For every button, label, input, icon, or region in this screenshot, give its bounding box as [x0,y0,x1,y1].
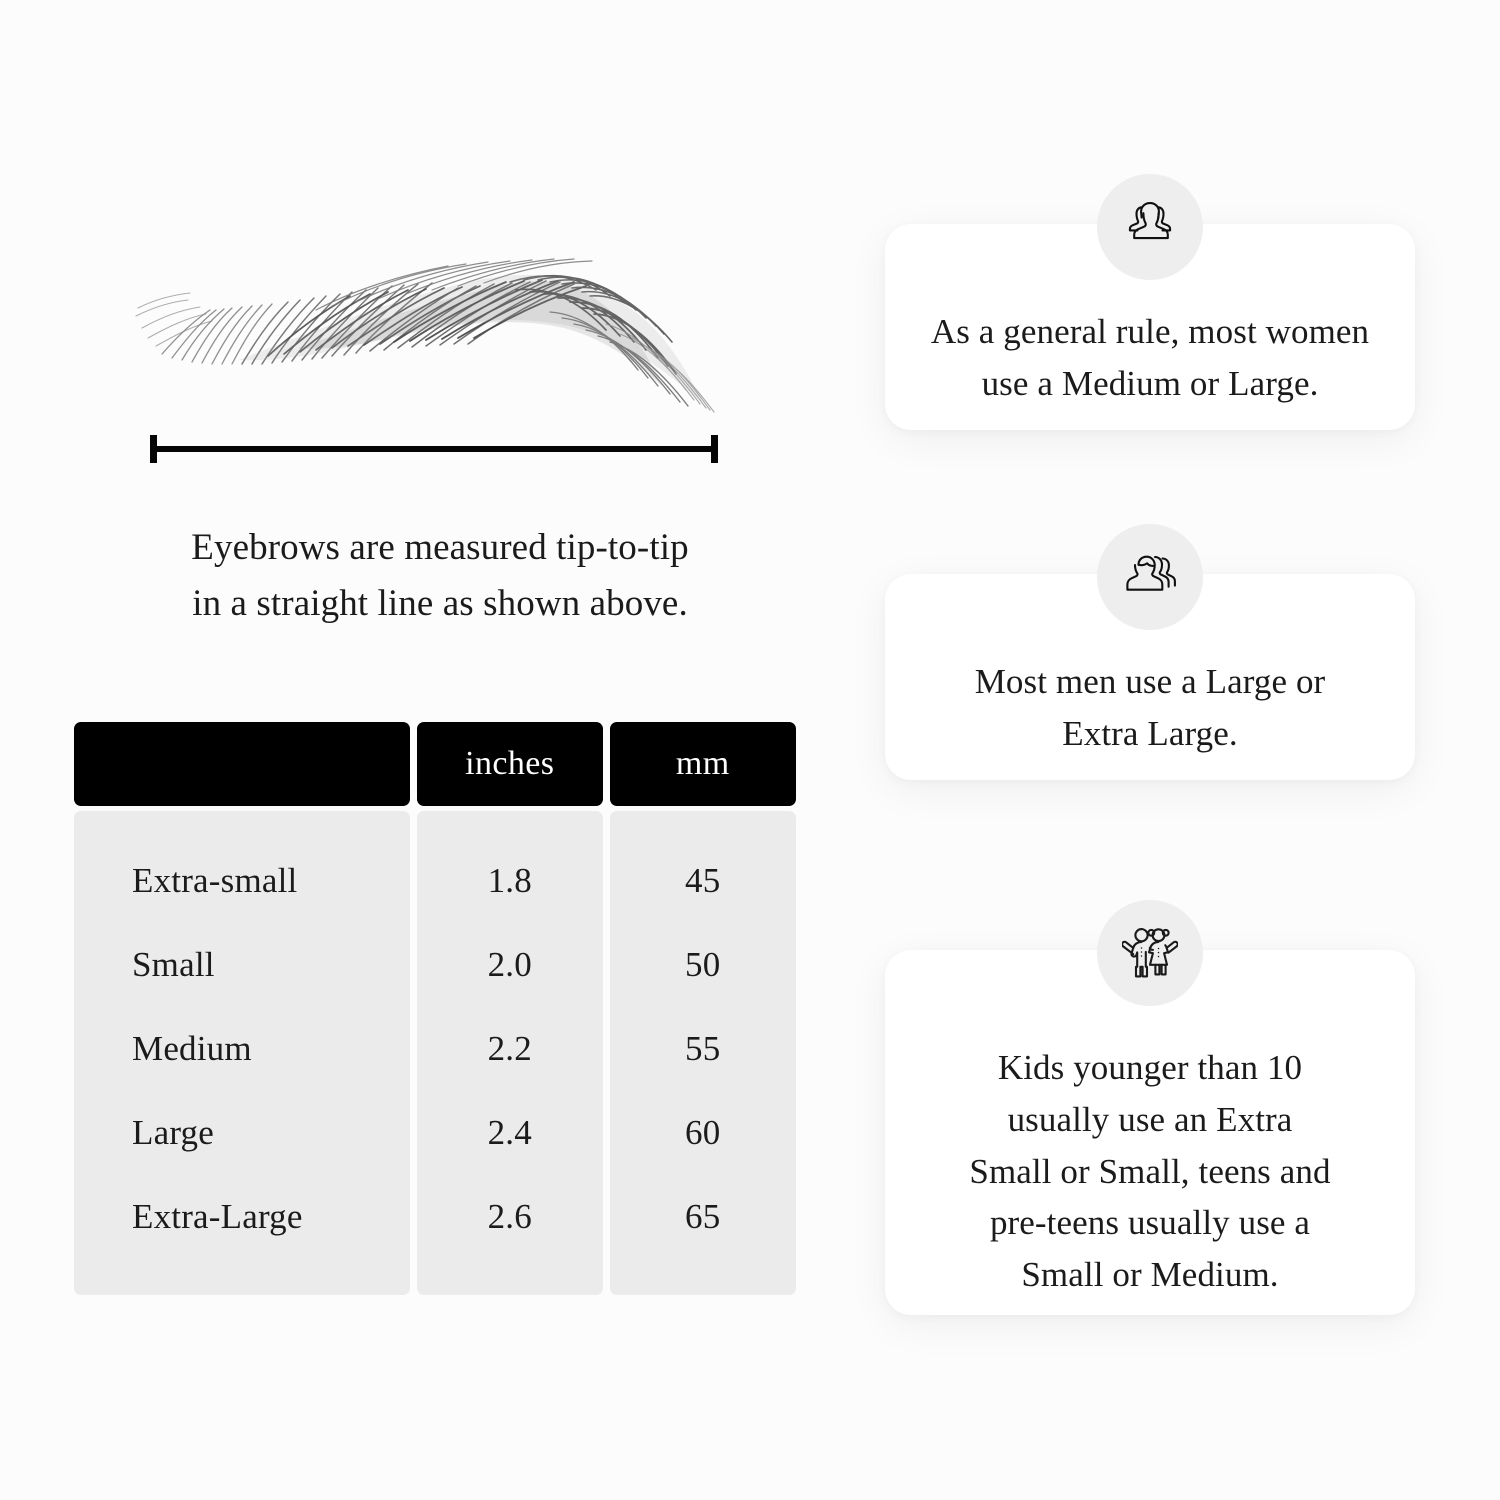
guidance-panel: As a general rule, most women use a Medi… [820,0,1500,1500]
table-row: Small [132,945,215,984]
table-body-inches: 1.8 2.0 2.2 2.4 2.6 [417,811,603,1295]
card-3-line-2: usually use an Extra [1007,1099,1293,1139]
guidance-card-kids: Kids younger than 10 usually use an Extr… [885,950,1415,1315]
card-3-line-4: pre-teens usually use a [989,1203,1311,1243]
table-cell-mm: 45 [685,861,721,900]
guidance-card-men-text: Most men use a Large or Extra Large. [923,594,1377,760]
table-header-inches: inches [417,722,603,806]
table-row: Large [132,1113,214,1152]
card-3-line-1: Kids younger than 10 [997,1048,1303,1087]
guidance-card-women-text: As a general rule, most women use a Medi… [923,244,1377,410]
table-header-mm: mm [609,722,796,806]
table-row: Extra-small [132,861,298,900]
size-table: Extra-small Small Medium Large Extra-Lar… [74,722,796,1295]
measurement-bar [150,432,718,466]
group-of-men-icon [1097,524,1203,630]
table-cell-mm: 55 [685,1029,721,1068]
table-row: Extra-Large [132,1197,303,1236]
two-kids-icon [1097,900,1203,1006]
group-of-women-icon [1097,174,1203,280]
table-column-size: Extra-small Small Medium Large Extra-Lar… [74,722,411,1295]
measurement-caption: Eyebrows are measured tip-to-tip in a st… [120,520,760,632]
guidance-card-kids-text: Kids younger than 10 usually use an Extr… [923,964,1377,1301]
card-1-line-1: As a general rule, most women [930,312,1370,352]
eyebrow-illustration [118,238,748,423]
caption-line-2: in a straight line as shown above. [192,583,688,625]
caption-line-1: Eyebrows are measured tip-to-tip [191,527,689,568]
card-1-line-2: use a Medium or Large. [981,364,1319,403]
table-cell-mm: 50 [685,945,721,984]
table-column-mm: mm 45 50 55 60 65 [609,722,796,1295]
table-column-inches: inches 1.8 2.0 2.2 2.4 2.6 [417,722,603,1295]
table-cell-inches: 2.6 [487,1197,532,1236]
table-header-size [74,722,411,806]
card-2-line-2: Extra Large. [1062,714,1238,753]
table-cell-mm: 60 [685,1113,721,1152]
card-3-line-5: Small or Medium. [1021,1255,1279,1295]
table-cell-inches: 2.4 [487,1113,532,1152]
card-2-line-1: Most men use a Large or [974,662,1326,702]
table-cell-inches: 2.0 [487,945,532,984]
table-cell-mm: 65 [685,1197,721,1236]
table-row: Medium [132,1029,252,1068]
table-body-mm: 45 50 55 60 65 [609,811,796,1295]
measurement-panel: Eyebrows are measured tip-to-tip in a st… [74,238,796,1295]
table-body-size: Extra-small Small Medium Large Extra-Lar… [74,811,411,1295]
table-cell-inches: 2.2 [487,1029,532,1068]
table-cell-inches: 1.8 [487,861,532,900]
card-3-line-3: Small or Small, teens and [969,1151,1331,1191]
